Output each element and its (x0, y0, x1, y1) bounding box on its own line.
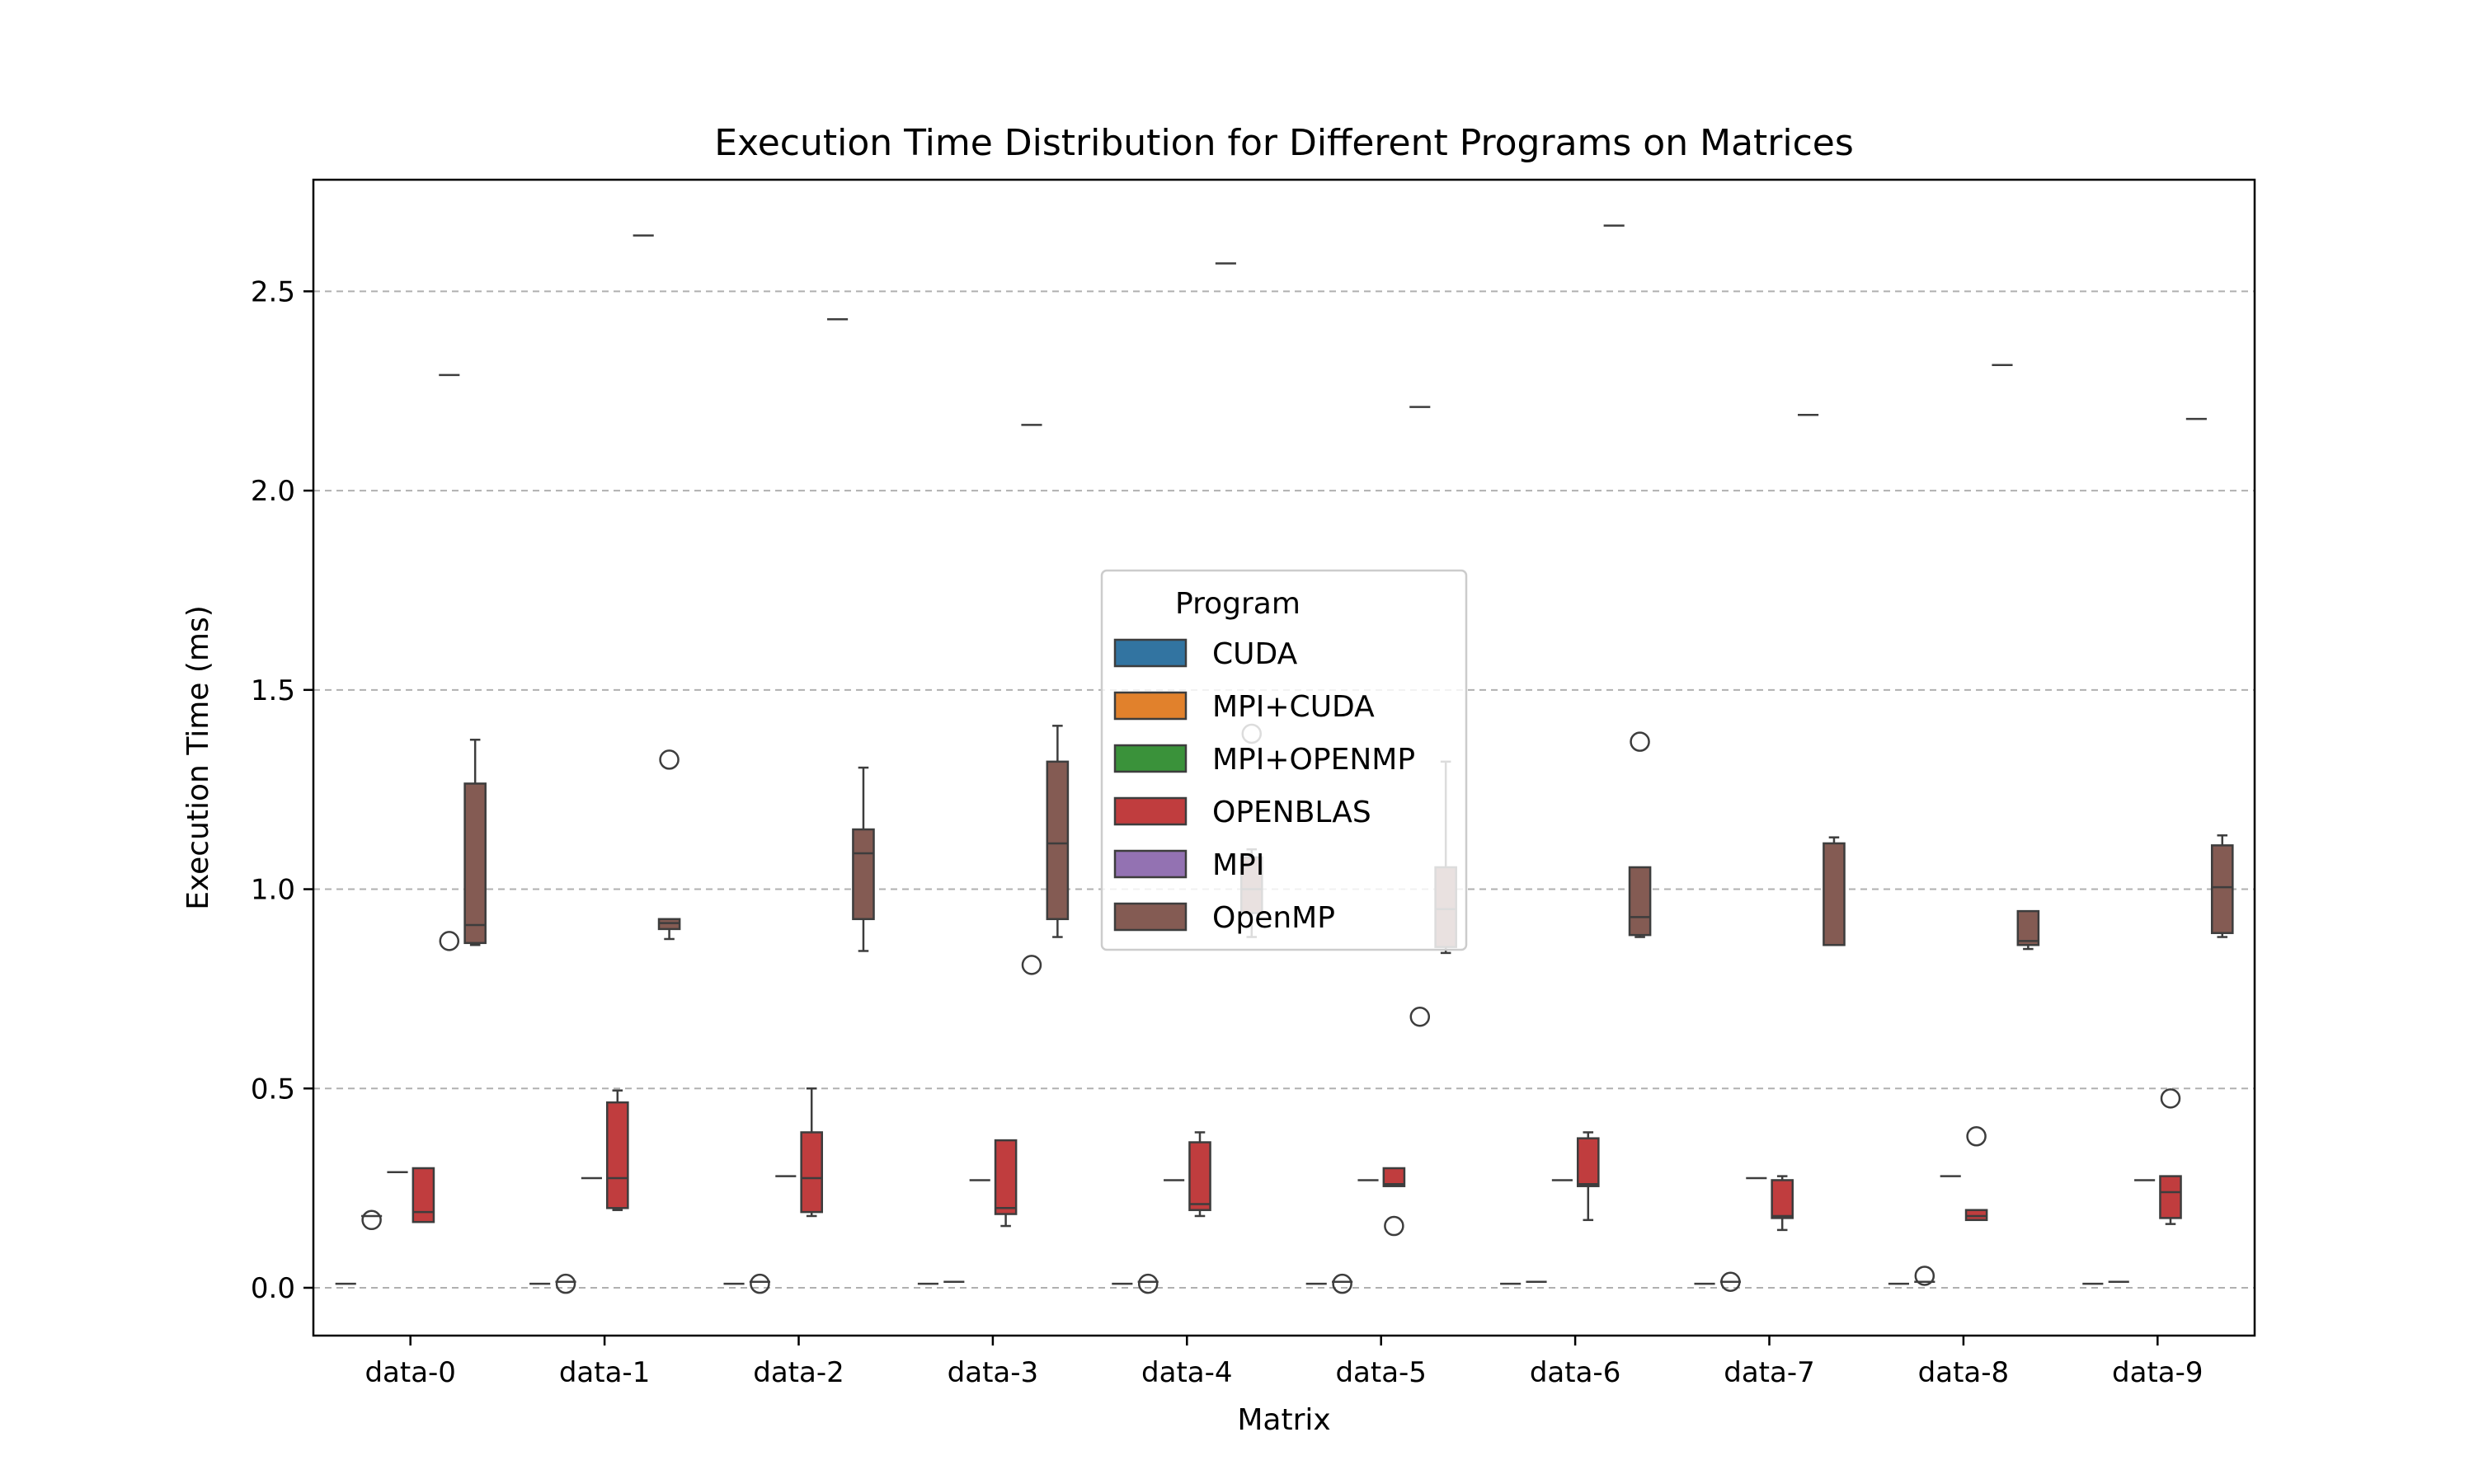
box-openmp-data-7 (1823, 836, 1846, 946)
box-openmp-data-2 (852, 766, 875, 952)
outlier-point (750, 1273, 770, 1294)
outlier-point (1137, 1273, 1159, 1294)
outlier-point (1409, 1006, 1431, 1027)
legend-label: OpenMP (1212, 901, 1335, 935)
x-tick-label: data-5 (1335, 1356, 1426, 1389)
x-tick-label: data-4 (1141, 1356, 1232, 1389)
chart-title: Execution Time Distribution for Differen… (714, 122, 1854, 164)
y-tick-label: 2.0 (251, 475, 295, 508)
box-body (605, 1101, 629, 1209)
box-openblas-data-0 (412, 1167, 435, 1223)
box-openblas-data-4 (1188, 1131, 1211, 1218)
legend-label: MPI+OPENMP (1212, 743, 1415, 777)
box-openblas-data-7 (1771, 1175, 1794, 1232)
box-body (2016, 909, 2040, 946)
box-body (1188, 1141, 1211, 1211)
outlier-point (1720, 1271, 1741, 1292)
box-openblas-data-1 (605, 1089, 629, 1211)
box-body (1823, 842, 1846, 946)
legend-title: Program (1175, 587, 1300, 621)
box-body (1628, 866, 1652, 937)
plot-area-frame (312, 178, 2256, 1337)
box-openblas-data-5 (1382, 1167, 1406, 1237)
box-mpi-data-0 (439, 373, 460, 951)
y-tick-label: 0.0 (251, 1272, 295, 1305)
box-mpi-cuda-data-5 (1332, 1273, 1353, 1294)
y-tick-label: 1.5 (251, 674, 295, 707)
outlier-point (1332, 1273, 1352, 1294)
legend-swatch (1113, 638, 1188, 668)
box-mpi-data-3 (1021, 424, 1042, 975)
legend-label: MPI (1212, 848, 1264, 882)
legend-swatch (1113, 849, 1188, 879)
box-openmp-data-3 (1046, 725, 1070, 938)
box-openmp-data-8 (2016, 909, 2040, 951)
x-axis-ticks: data-0 data-1 data-2 data-3 data-4 data-5 data… (365, 1336, 2204, 1389)
box-openmp-data-6 (1628, 731, 1652, 938)
legend-swatch (1113, 744, 1188, 773)
legend-label: OPENBLAS (1212, 796, 1371, 829)
x-tick-label: data-7 (1724, 1356, 1814, 1389)
outlier-point (1021, 955, 1042, 975)
legend-label: CUDA (1212, 637, 1298, 671)
box-openmp-data-1 (657, 749, 681, 941)
box-mpi-data-5 (1409, 406, 1431, 1027)
legend-swatch (1113, 796, 1188, 826)
outlier-point (1966, 1126, 1987, 1147)
x-tick-label: data-8 (1918, 1356, 2009, 1389)
box-body (1382, 1167, 1406, 1187)
box-body (800, 1131, 823, 1214)
box-body (1046, 760, 1070, 921)
legend-swatch (1113, 691, 1188, 721)
box-mpi-cuda-data-2 (749, 1273, 770, 1294)
box-body (2210, 844, 2234, 934)
box-openmp-data-0 (463, 738, 487, 946)
x-tick-label: data-2 (753, 1356, 844, 1389)
y-tick-label: 0.5 (251, 1073, 295, 1106)
box-mpi-cuda-data-7 (1719, 1271, 1741, 1292)
y-tick-label: 1.0 (251, 874, 295, 907)
x-tick-label: data-0 (365, 1356, 455, 1389)
outlier-point (361, 1209, 382, 1231)
box-mpi-cuda-data-4 (1137, 1273, 1159, 1294)
box-openblas-data-3 (994, 1139, 1018, 1228)
legend-label: MPI+CUDA (1212, 690, 1375, 724)
outlier-point (2160, 1088, 2181, 1109)
x-tick-label: data-3 (948, 1356, 1038, 1389)
x-tick-label: data-6 (1530, 1356, 1620, 1389)
box-mpi-cuda-data-1 (555, 1273, 576, 1294)
legend-swatch (1113, 902, 1188, 932)
box-openblas-data-9 (2159, 1088, 2182, 1225)
outlier-point (439, 931, 460, 951)
x-tick-label: data-9 (2112, 1356, 2203, 1389)
box-body (463, 782, 487, 945)
box-openblas-data-6 (1576, 1131, 1600, 1222)
outlier-point (1914, 1266, 1935, 1286)
box-mpi-cuda-data-8 (1914, 1266, 1935, 1286)
y-tick-label: 2.5 (251, 275, 295, 308)
y-axis-title: Execution Time (ms) (181, 605, 215, 910)
box-mpi-cuda-data-0 (361, 1209, 383, 1231)
box-openblas-data-8 (1964, 1126, 1988, 1222)
box-body (852, 828, 875, 921)
outlier-point (1384, 1215, 1404, 1237)
box-openmp-data-9 (2210, 834, 2234, 938)
box-body (1576, 1137, 1600, 1187)
box-body (412, 1167, 435, 1223)
outlier-point (555, 1273, 576, 1294)
box-openblas-data-2 (800, 1087, 823, 1218)
box-body (994, 1139, 1018, 1215)
outlier-point (659, 749, 680, 770)
legend-box (1100, 569, 1468, 951)
x-axis-title: Matrix (1237, 1403, 1330, 1437)
box-body (1771, 1179, 1794, 1219)
legend: Program CUDA MPI+CUDA MPI+OPENMP OPENBLAS MPI… (1100, 569, 1468, 951)
y-axis-ticks: 0.0 0.5 1.0 1.5 2.0 2.5 (251, 275, 313, 1305)
x-tick-label: data-1 (559, 1356, 650, 1389)
outlier-point (1630, 731, 1650, 752)
box-body (2159, 1175, 2182, 1219)
